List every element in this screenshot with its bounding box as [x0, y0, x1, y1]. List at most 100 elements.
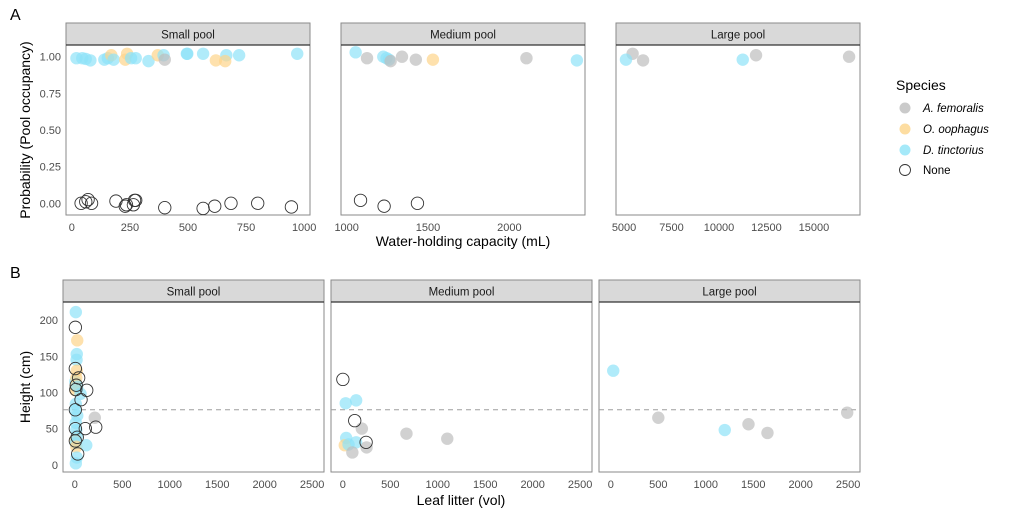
data-point-d-tinctorius [129, 51, 142, 65]
data-point-d-tinctorius [607, 364, 620, 377]
data-point-none [78, 421, 92, 436]
data-point-d-tinctorius [196, 47, 210, 60]
legend-key-d-tinctorius [899, 144, 911, 156]
plot-area [65, 44, 311, 216]
data-point-none [70, 430, 84, 444]
x-tick-label: 500 [381, 479, 399, 491]
facet-strip-label: Large pool [711, 30, 765, 42]
panel-tag-b: B [10, 265, 21, 282]
legend-item-o-oophagus: O. oophagus [899, 123, 989, 136]
data-point-none [208, 199, 222, 213]
data-point-none [84, 196, 99, 210]
data-point-d-tinctorius [84, 54, 97, 67]
data-point-none [68, 320, 82, 334]
data-point-none [68, 403, 82, 417]
data-point-a-femoralis [158, 53, 171, 66]
data-point-o-oophagus [209, 54, 223, 67]
legend-key-o-oophagus [899, 123, 911, 135]
x-tick-label: 12500 [751, 222, 782, 234]
facet-strip-label: Small pool [161, 30, 215, 42]
data-point-none [336, 372, 350, 387]
data-point-none [89, 420, 103, 434]
data-point-none [158, 201, 172, 215]
panel-tag-a: A [10, 7, 21, 24]
data-point-a-femoralis [395, 50, 409, 63]
x-tick-label: 1500 [416, 222, 440, 234]
facet-strip-label: Medium pool [429, 287, 495, 299]
panel-a-large-pool: Large pool 5000 7500 10000 12500 15000 [612, 22, 861, 234]
x-tick-label: 1000 [158, 479, 182, 491]
data-point-d-tinctorius [69, 305, 83, 319]
data-point-a-femoralis [384, 54, 397, 68]
legend-label: O. oophagus [923, 124, 989, 136]
data-point-d-tinctorius [232, 49, 246, 62]
x-tick-label: 10000 [704, 222, 735, 234]
y-tick-label: 0 [52, 460, 58, 472]
data-point-none [377, 199, 391, 213]
panel-b-large-pool: Large pool 0 500 1000 1500 2000 2500 [598, 279, 861, 491]
panel-a-medium-pool: Medium pool 1000 1500 2000 [334, 22, 586, 234]
data-point-a-femoralis [409, 53, 423, 66]
legend-label: A. femoralis [922, 103, 984, 115]
y-tick-label: 0.25 [40, 162, 61, 174]
data-point-o-oophagus [218, 54, 232, 68]
plot-area [340, 44, 586, 216]
data-point-a-femoralis [840, 406, 854, 419]
data-point-none [224, 196, 238, 210]
data-point-d-tinctorius [619, 53, 633, 66]
legend-item-a-femoralis: A. femoralis [899, 102, 984, 115]
data-point-a-femoralis [355, 422, 369, 435]
x-tick-label: 1500 [205, 479, 229, 491]
data-point-d-tinctorius [736, 53, 749, 66]
data-point-none [74, 393, 88, 407]
data-point-o-oophagus [426, 53, 440, 66]
facet-strip-label: Large pool [702, 287, 756, 299]
x-tick-label: 2500 [568, 479, 592, 491]
data-point-none [251, 196, 265, 210]
data-point-d-tinctorius [70, 353, 83, 367]
plot-area [615, 44, 861, 216]
legend: Species A. femoralis O. oophagus D. tinc… [896, 77, 989, 177]
data-point-a-femoralis [652, 411, 665, 424]
x-tick-label: 0 [340, 479, 346, 491]
data-point-a-femoralis [346, 446, 359, 459]
data-point-a-femoralis [742, 418, 755, 431]
x-tick-label: 750 [237, 222, 255, 234]
data-point-d-tinctorius [107, 53, 120, 66]
data-point-none [68, 434, 82, 448]
y-axis-title-a: Probability (Pool occupancy) [17, 41, 33, 218]
y-tick-label: 150 [40, 351, 58, 363]
legend-key-a-femoralis [899, 102, 911, 114]
data-point-d-tinctorius [291, 47, 304, 60]
x-tick-label: 1000 [426, 479, 450, 491]
x-tick-label: 1000 [292, 222, 316, 234]
y-tick-label: 100 [40, 387, 58, 399]
legend-item-d-tinctorius: D. tinctorius [899, 144, 984, 157]
panel-a-small-pool: Small pool 0.00 0.25 0.50 0.75 1.00 0 250 500 750… [40, 22, 316, 234]
y-tick-label: 50 [46, 424, 58, 436]
x-tick-label: 500 [649, 479, 667, 491]
x-tick-label: 2500 [836, 479, 860, 491]
x-tick-label: 2000 [520, 479, 544, 491]
legend-key-none [899, 164, 911, 176]
data-point-none [81, 192, 95, 207]
x-tick-label: 0 [69, 222, 75, 234]
data-point-none [119, 198, 134, 212]
plot-area [62, 301, 325, 473]
x-tick-label: 1000 [694, 479, 718, 491]
legend-label: None [923, 165, 951, 177]
data-point-a-femoralis [636, 54, 650, 67]
x-tick-label: 1500 [473, 479, 497, 491]
data-point-a-femoralis [842, 50, 856, 63]
x-tick-label: 2500 [300, 479, 324, 491]
x-axis-title-a: Water-holding capacity (mL) [376, 233, 551, 249]
data-point-a-femoralis [749, 49, 763, 62]
data-point-none [359, 435, 373, 449]
y-axis-title-b: Height (cm) [17, 351, 33, 423]
y-tick-label: 0.75 [40, 88, 61, 100]
x-tick-label: 500 [113, 479, 131, 491]
data-point-none [68, 361, 82, 376]
x-tick-label: 0 [72, 479, 78, 491]
